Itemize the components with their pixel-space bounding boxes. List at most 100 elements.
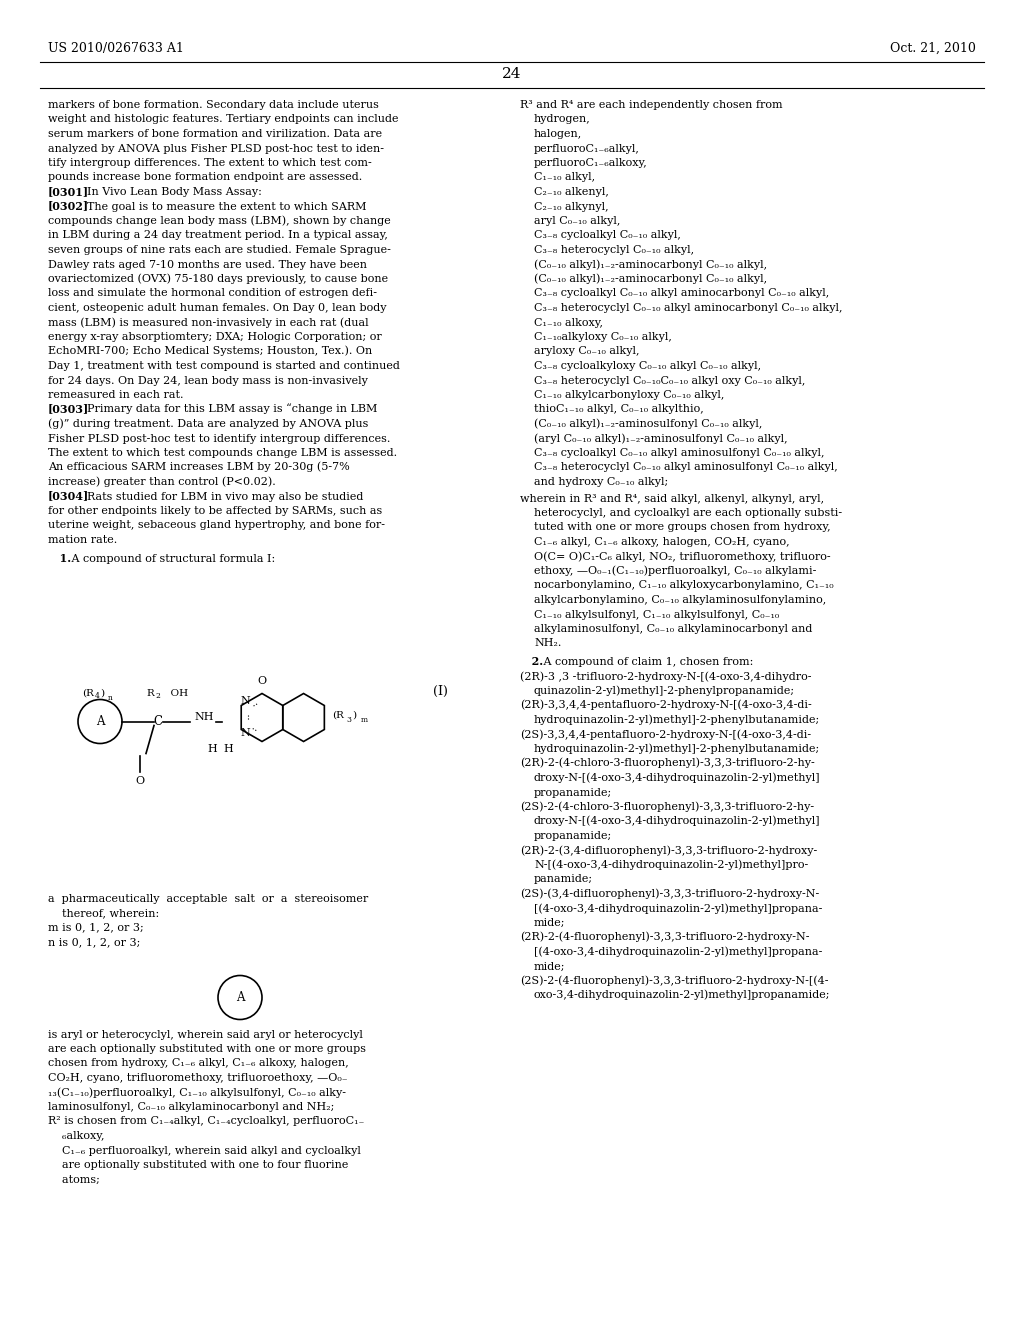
Text: (C₀₋₁₀ alkyl)₁₋₂-aminosulfonyl C₀₋₁₀ alkyl,: (C₀₋₁₀ alkyl)₁₋₂-aminosulfonyl C₀₋₁₀ alk… [534, 418, 763, 429]
Text: O: O [135, 776, 144, 785]
Text: oxo-3,4-dihydroquinazolin-2-yl)methyl]propanamide;: oxo-3,4-dihydroquinazolin-2-yl)methyl]pr… [534, 990, 830, 1001]
Text: for 24 days. On Day 24, lean body mass is non-invasively: for 24 days. On Day 24, lean body mass i… [48, 375, 368, 385]
Text: (2S)-2-(4-chloro-3-fluorophenyl)-3,3,3-trifluoro-2-hy-: (2S)-2-(4-chloro-3-fluorophenyl)-3,3,3-t… [520, 801, 814, 812]
Text: ): ) [352, 711, 356, 719]
Text: n: n [108, 693, 113, 701]
Text: markers of bone formation. Secondary data include uterus: markers of bone formation. Secondary dat… [48, 100, 379, 110]
Text: nocarbonylamino, C₁₋₁₀ alkyloxycarbonylamino, C₁₋₁₀: nocarbonylamino, C₁₋₁₀ alkyloxycarbonyla… [534, 581, 834, 590]
Text: A compound of structural formula I:: A compound of structural formula I: [68, 553, 275, 564]
Text: NH₂.: NH₂. [534, 639, 561, 648]
Text: NH: NH [194, 713, 213, 722]
Text: H: H [207, 743, 217, 754]
Text: H: H [223, 743, 232, 754]
Text: [0301]: [0301] [48, 186, 89, 197]
Text: N-[(4-oxo-3,4-dihydroquinazolin-2-yl)methyl]pro-: N-[(4-oxo-3,4-dihydroquinazolin-2-yl)met… [534, 859, 808, 870]
Text: A: A [96, 715, 104, 729]
Text: and hydroxy C₀₋₁₀ alkyl;: and hydroxy C₀₋₁₀ alkyl; [534, 477, 669, 487]
Text: m: m [360, 715, 368, 723]
Text: N: N [241, 697, 250, 706]
Text: propanamide;: propanamide; [534, 788, 612, 797]
Text: R² is chosen from C₁₋₄alkyl, C₁₋₄cycloalkyl, perfluoroC₁₋: R² is chosen from C₁₋₄alkyl, C₁₋₄cycloal… [48, 1117, 365, 1126]
Text: Rats studied for LBM in vivo may also be studied: Rats studied for LBM in vivo may also be… [73, 491, 364, 502]
Text: C₃₋₈ heterocyclyl C₀₋₁₀ alkyl aminocarbonyl C₀₋₁₀ alkyl,: C₃₋₈ heterocyclyl C₀₋₁₀ alkyl aminocarbo… [534, 304, 843, 313]
Text: cient, osteopenic adult human females. On Day 0, lean body: cient, osteopenic adult human females. O… [48, 304, 386, 313]
Text: energy x-ray absorptiomtery; DXA; Hologic Corporation; or: energy x-ray absorptiomtery; DXA; Hologi… [48, 333, 382, 342]
Text: mide;: mide; [534, 917, 565, 928]
Text: C₁₋₁₀ alkyl,: C₁₋₁₀ alkyl, [534, 173, 595, 182]
Text: Day 1, treatment with test compound is started and continued: Day 1, treatment with test compound is s… [48, 360, 400, 371]
Text: halogen,: halogen, [534, 129, 583, 139]
Text: a  pharmaceutically  acceptable  salt  or  a  stereoisomer: a pharmaceutically acceptable salt or a … [48, 894, 369, 903]
Text: hydroquinazolin-2-yl)methyl]-2-phenylbutanamide;: hydroquinazolin-2-yl)methyl]-2-phenylbut… [534, 743, 820, 754]
Text: [0302]: [0302] [48, 201, 89, 211]
Text: (C₀₋₁₀ alkyl)₁₋₂-aminocarbonyl C₀₋₁₀ alkyl,: (C₀₋₁₀ alkyl)₁₋₂-aminocarbonyl C₀₋₁₀ alk… [534, 259, 767, 269]
Text: O(C= O)C₁-C₆ alkyl, NO₂, trifluoromethoxy, trifluoro-: O(C= O)C₁-C₆ alkyl, NO₂, trifluoromethox… [534, 550, 830, 561]
Text: chosen from hydroxy, C₁₋₆ alkyl, C₁₋₆ alkoxy, halogen,: chosen from hydroxy, C₁₋₆ alkyl, C₁₋₆ al… [48, 1059, 349, 1068]
Text: ₁₃(C₁₋₁₀)perfluoroalkyl, C₁₋₁₀ alkylsulfonyl, C₀₋₁₀ alky-: ₁₃(C₁₋₁₀)perfluoroalkyl, C₁₋₁₀ alkylsulf… [48, 1086, 346, 1097]
Text: (R: (R [333, 711, 344, 719]
Text: C₁₋₁₀ alkylsulfonyl, C₁₋₁₀ alkylsulfonyl, C₀₋₁₀: C₁₋₁₀ alkylsulfonyl, C₁₋₁₀ alkylsulfonyl… [534, 610, 779, 619]
Text: (2R)-2-(4-chloro-3-fluorophenyl)-3,3,3-trifluoro-2-hy-: (2R)-2-(4-chloro-3-fluorophenyl)-3,3,3-t… [520, 758, 815, 768]
Text: A: A [236, 991, 245, 1005]
Text: quinazolin-2-yl)methyl]-2-phenylpropanamide;: quinazolin-2-yl)methyl]-2-phenylpropanam… [534, 685, 795, 696]
Text: tify intergroup differences. The extent to which test com-: tify intergroup differences. The extent … [48, 158, 372, 168]
Text: 24: 24 [502, 67, 522, 81]
Text: m is 0, 1, 2, or 3;: m is 0, 1, 2, or 3; [48, 923, 143, 932]
Text: ₆alkoxy,: ₆alkoxy, [48, 1131, 104, 1140]
Text: C₃₋₈ cycloalkyl C₀₋₁₀ alkyl aminosulfonyl C₀₋₁₀ alkyl,: C₃₋₈ cycloalkyl C₀₋₁₀ alkyl aminosulfony… [534, 447, 824, 458]
Text: n is 0, 1, 2, or 3;: n is 0, 1, 2, or 3; [48, 937, 140, 946]
Text: C₃₋₈ cycloalkyloxy C₀₋₁₀ alkyl C₀₋₁₀ alkyl,: C₃₋₈ cycloalkyloxy C₀₋₁₀ alkyl C₀₋₁₀ alk… [534, 360, 761, 371]
Text: wherein in R³ and R⁴, said alkyl, alkenyl, alkynyl, aryl,: wherein in R³ and R⁴, said alkyl, alkeny… [520, 494, 824, 503]
Text: perfluoroC₁₋₆alkoxy,: perfluoroC₁₋₆alkoxy, [534, 158, 648, 168]
Text: weight and histologic features. Tertiary endpoints can include: weight and histologic features. Tertiary… [48, 115, 398, 124]
Text: (R: (R [82, 689, 94, 697]
Text: loss and simulate the hormonal condition of estrogen defi-: loss and simulate the hormonal condition… [48, 289, 377, 298]
Text: increase) greater than control (P<0.02).: increase) greater than control (P<0.02). [48, 477, 275, 487]
Text: (2R)-2-(4-fluorophenyl)-3,3,3-trifluoro-2-hydroxy-N-: (2R)-2-(4-fluorophenyl)-3,3,3-trifluoro-… [520, 932, 810, 942]
Text: Primary data for this LBM assay is “change in LBM: Primary data for this LBM assay is “chan… [73, 404, 377, 414]
Text: mass (LBM) is measured non-invasively in each rat (dual: mass (LBM) is measured non-invasively in… [48, 317, 369, 327]
Text: An efficacious SARM increases LBM by 20-30g (5-7%: An efficacious SARM increases LBM by 20-… [48, 462, 350, 473]
Text: (2S)-(3,4-difluorophenyl)-3,3,3-trifluoro-2-hydroxy-N-: (2S)-(3,4-difluorophenyl)-3,3,3-trifluor… [520, 888, 819, 899]
Text: tuted with one or more groups chosen from hydroxy,: tuted with one or more groups chosen fro… [534, 523, 830, 532]
Text: C₃₋₈ cycloalkyl C₀₋₁₀ alkyl,: C₃₋₈ cycloalkyl C₀₋₁₀ alkyl, [534, 231, 681, 240]
Text: Dawley rats aged 7-10 months are used. They have been: Dawley rats aged 7-10 months are used. T… [48, 260, 367, 269]
Text: R³ and R⁴ are each independently chosen from: R³ and R⁴ are each independently chosen … [520, 100, 782, 110]
Text: 3: 3 [346, 715, 351, 723]
Text: C₁₋₁₀alkyloxy C₀₋₁₀ alkyl,: C₁₋₁₀alkyloxy C₀₋₁₀ alkyl, [534, 333, 672, 342]
Text: are each optionally substituted with one or more groups: are each optionally substituted with one… [48, 1044, 366, 1053]
Text: (2R)-3 ,3 -trifluoro-2-hydroxy-N-[(4-oxo-3,4-dihydro-: (2R)-3 ,3 -trifluoro-2-hydroxy-N-[(4-oxo… [520, 671, 811, 681]
Text: compounds change lean body mass (LBM), shown by change: compounds change lean body mass (LBM), s… [48, 215, 391, 226]
Text: mation rate.: mation rate. [48, 535, 118, 545]
Text: hydroquinazolin-2-yl)methyl]-2-phenylbutanamide;: hydroquinazolin-2-yl)methyl]-2-phenylbut… [534, 714, 820, 725]
Text: C₂₋₁₀ alkenyl,: C₂₋₁₀ alkenyl, [534, 187, 609, 197]
Text: C₁₋₁₀ alkylcarbonyloxy C₀₋₁₀ alkyl,: C₁₋₁₀ alkylcarbonyloxy C₀₋₁₀ alkyl, [534, 389, 724, 400]
Text: perfluoroC₁₋₆alkyl,: perfluoroC₁₋₆alkyl, [534, 144, 640, 153]
Text: CO₂H, cyano, trifluoromethoxy, trifluoroethoxy, —O₀₋: CO₂H, cyano, trifluoromethoxy, trifluoro… [48, 1073, 347, 1082]
Text: (g)” during treatment. Data are analyzed by ANOVA plus: (g)” during treatment. Data are analyzed… [48, 418, 369, 429]
Text: The goal is to measure the extent to which SARM: The goal is to measure the extent to whi… [73, 202, 367, 211]
Text: alkylaminosulfonyl, C₀₋₁₀ alkylaminocarbonyl and: alkylaminosulfonyl, C₀₋₁₀ alkylaminocarb… [534, 624, 812, 634]
Text: N: N [241, 729, 250, 738]
Text: are optionally substituted with one to four fluorine: are optionally substituted with one to f… [48, 1160, 348, 1170]
Text: C₃₋₈ cycloalkyl C₀₋₁₀ alkyl aminocarbonyl C₀₋₁₀ alkyl,: C₃₋₈ cycloalkyl C₀₋₁₀ alkyl aminocarbony… [534, 289, 829, 298]
Text: aryl C₀₋₁₀ alkyl,: aryl C₀₋₁₀ alkyl, [534, 216, 621, 226]
Text: A compound of claim 1, chosen from:: A compound of claim 1, chosen from: [540, 657, 754, 667]
Text: droxy-N-[(4-oxo-3,4-dihydroquinazolin-2-yl)methyl]: droxy-N-[(4-oxo-3,4-dihydroquinazolin-2-… [534, 772, 820, 783]
Text: 2.: 2. [520, 656, 543, 667]
Text: atoms;: atoms; [48, 1175, 100, 1184]
Text: C₃₋₈ heterocyclyl C₀₋₁₀C₀₋₁₀ alkyl oxy C₀₋₁₀ alkyl,: C₃₋₈ heterocyclyl C₀₋₁₀C₀₋₁₀ alkyl oxy C… [534, 375, 805, 385]
Text: ovariectomized (OVX) 75-180 days previously, to cause bone: ovariectomized (OVX) 75-180 days previou… [48, 273, 388, 284]
Text: 4: 4 [95, 693, 100, 701]
Text: serum markers of bone formation and virilization. Data are: serum markers of bone formation and viri… [48, 129, 382, 139]
Text: US 2010/0267633 A1: US 2010/0267633 A1 [48, 42, 184, 55]
Text: uterine weight, sebaceous gland hypertrophy, and bone for-: uterine weight, sebaceous gland hypertro… [48, 520, 385, 531]
Text: C₂₋₁₀ alkynyl,: C₂₋₁₀ alkynyl, [534, 202, 608, 211]
Text: for other endpoints likely to be affected by SARMs, such as: for other endpoints likely to be affecte… [48, 506, 382, 516]
Text: O: O [257, 676, 266, 686]
Text: Oct. 21, 2010: Oct. 21, 2010 [890, 42, 976, 55]
Text: (C₀₋₁₀ alkyl)₁₋₂-aminocarbonyl C₀₋₁₀ alkyl,: (C₀₋₁₀ alkyl)₁₋₂-aminocarbonyl C₀₋₁₀ alk… [534, 273, 767, 284]
Text: OH: OH [164, 689, 188, 697]
Text: alkylcarbonylamino, C₀₋₁₀ alkylaminosulfonylamino,: alkylcarbonylamino, C₀₋₁₀ alkylaminosulf… [534, 595, 826, 605]
Text: The extent to which test compounds change LBM is assessed.: The extent to which test compounds chang… [48, 447, 397, 458]
